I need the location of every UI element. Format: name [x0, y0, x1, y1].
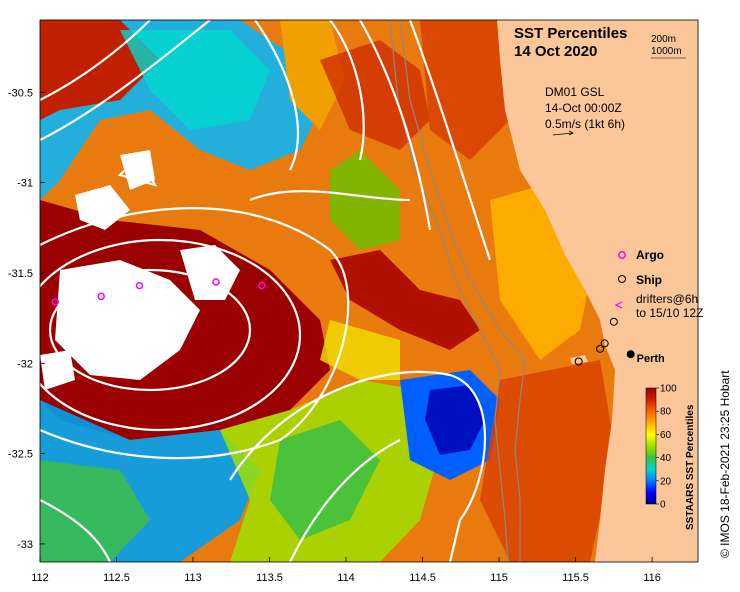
depth-contour-1000m: 1000m: [651, 46, 682, 57]
y-tick-label: -31.5: [8, 268, 33, 280]
y-tick-label: -32.5: [8, 449, 33, 461]
ship-station-marker: [609, 317, 618, 326]
x-tick-label: 115.5: [562, 572, 589, 584]
colorbar-label: SSTAARS SST Percentiles: [685, 404, 696, 530]
currents-model: DM01 GSL: [545, 85, 605, 99]
map-title-line1: SST Percentiles: [514, 25, 627, 42]
y-tick-label: -32: [17, 358, 33, 370]
argo-float-marker: [135, 281, 144, 290]
colorbar-tick-label: 20: [660, 476, 672, 487]
argo-float-marker: [97, 292, 105, 301]
ship-station-marker: [600, 339, 609, 348]
ship-stations: [574, 317, 618, 366]
x-tick-label: 116: [643, 572, 661, 584]
colorbar-tick-label: 40: [660, 453, 672, 464]
sst-field: [40, 20, 615, 562]
argo-floats: [51, 278, 266, 306]
y-tick-label: -31: [17, 178, 33, 190]
sea-level-contours: [40, 20, 492, 562]
currents-time: 14-Oct 00:00Z: [545, 101, 622, 115]
colorbar-tick-label: 60: [660, 430, 672, 441]
rottnest-island: [570, 355, 588, 364]
colorbar-tick-label: 0: [660, 500, 666, 511]
drifter-legend-line1: drifters@6h: [636, 292, 698, 306]
drifter-legend-line2: to 15/10 12Z: [636, 306, 703, 320]
x-tick-label: 112: [31, 572, 49, 584]
y-tick-label: -30.5: [8, 87, 33, 99]
drifter-legend-icon: [614, 301, 623, 309]
argo-float-marker: [212, 278, 220, 286]
colorbar-tick-label: 80: [660, 407, 672, 418]
map-area: Perth: [40, 20, 698, 562]
currents-scale: 0.5m/s (1kt 6h): [545, 117, 625, 131]
argo-float-marker: [51, 298, 60, 306]
argo-legend-label: Argo: [636, 248, 664, 262]
argo-legend-icon: [618, 251, 626, 259]
x-tick-label: 112.5: [103, 572, 130, 584]
argo-float-marker: [258, 281, 266, 290]
colorbar-ticks: 0 20 40 60 80 100: [656, 384, 677, 511]
x-tick-label: 113: [184, 572, 202, 584]
map-frame: [39, 19, 699, 563]
ship-station-marker: [596, 344, 605, 353]
ship-legend-icon: [618, 275, 626, 283]
colorbar: [645, 387, 657, 505]
x-tick-label: 115: [490, 572, 508, 584]
colorbar-tick-label: 100: [660, 384, 677, 395]
cloud-mask: [40, 150, 240, 390]
x-tick-label: 114: [337, 572, 355, 584]
x-tick-label: 114.5: [409, 572, 436, 584]
y-tick-label: -33: [17, 539, 33, 551]
x-tick-label: 113.5: [256, 572, 283, 584]
bathymetry-contours: [389, 20, 526, 562]
ship-station-marker: [574, 357, 583, 366]
x-axis: 112 112.5 113 113.5 114 114.5 115 115.5 116: [31, 557, 661, 584]
currents-scale-arrow-icon: [552, 130, 574, 136]
credit-text: © IMOS 18-Feb-2021 23:25 Hobart: [718, 370, 732, 558]
map-title-line2: 14 Oct 2020: [514, 43, 597, 60]
perth-marker: [626, 350, 635, 359]
depth-contour-200m: 200m: [651, 34, 676, 45]
y-axis: -30.5 -31 -31.5 -32 -32.5 -33: [8, 87, 45, 551]
perth-label: Perth: [637, 353, 665, 365]
ship-legend-label: Ship: [636, 273, 662, 287]
